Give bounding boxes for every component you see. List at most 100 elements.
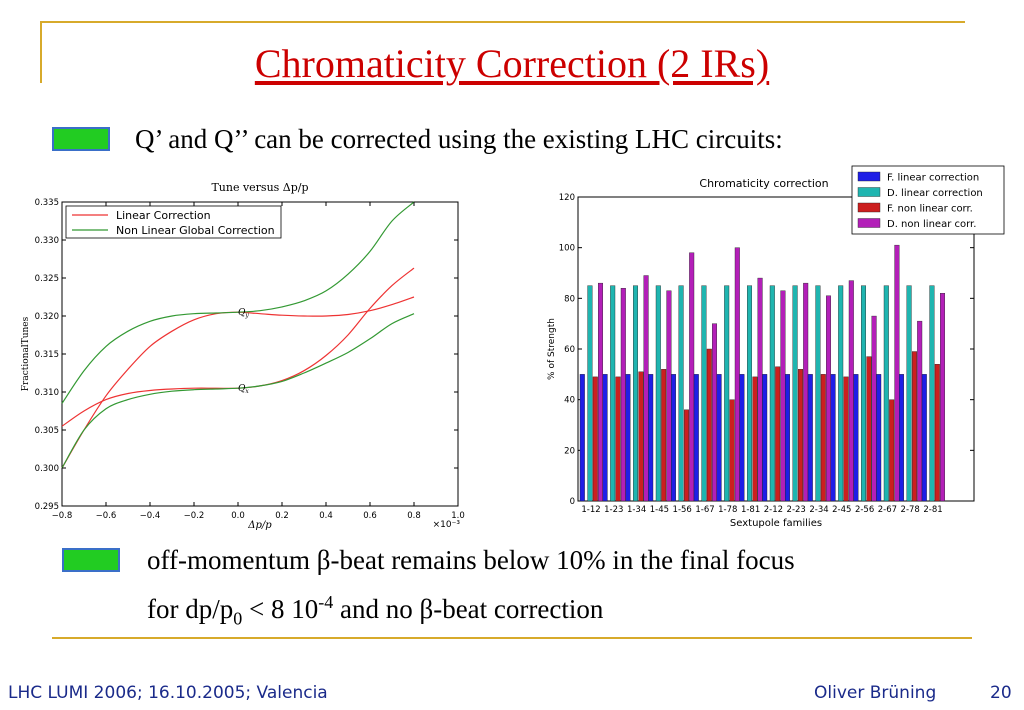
x-tick-label: 0.6	[363, 511, 377, 521]
bar-2-34-s1	[807, 374, 813, 502]
bar-legend-swatch	[857, 218, 881, 228]
bar-2-45-s2	[838, 285, 844, 502]
bar-legend-swatch	[857, 171, 881, 182]
y-tick-label: 0.325	[35, 274, 59, 284]
bar-1-23-s1	[602, 374, 608, 502]
y-tick-label: 0.335	[35, 198, 59, 208]
bar-2-45-s3	[843, 376, 849, 502]
x-tick-label: −0.6	[96, 511, 117, 521]
bar-legend-swatch	[857, 187, 881, 197]
y-tick-label: 0.330	[35, 236, 59, 246]
bar-legend-label: D. linear correction	[887, 188, 983, 199]
tune-chart: Tune versus Δp/p Qy Qx −0.8 −0.6 −0.4 −0.2 0.…	[21, 181, 465, 531]
beta-symbol: β	[316, 545, 331, 575]
bar-1-34-s1	[625, 374, 631, 502]
bar-y-tick-label: 120	[559, 193, 575, 203]
bullet-text-1: Q’ and Q’’ can be corrected using the ex…	[135, 124, 783, 154]
bullet2-text-d: < 8 10	[242, 594, 319, 624]
tune-annotation: Qy	[238, 308, 249, 319]
bar-2-56-s3	[866, 356, 872, 502]
bar-x-tick-label: 1-12	[581, 505, 600, 515]
bar-x-tick-label: 2-12	[764, 505, 783, 515]
y-tick-label: 0.315	[35, 350, 59, 360]
chromaticity-legend: F. linear correction D. linear correction…	[851, 165, 1005, 235]
bar-x-tick-label: 1-81	[741, 505, 760, 515]
bullet2-text-e: and no	[333, 594, 420, 624]
slide-title: Chromaticity Correction (2 IRs)	[254, 41, 770, 86]
beta-symbol-2: β	[419, 594, 434, 624]
bar-1-56-s4	[689, 252, 695, 502]
bar-2-56-s4	[871, 315, 877, 502]
series-line-nonlinear-qx	[61, 313, 415, 469]
bullet-text-2-line2: for dp/p0 < 8 10-4 and no β-beat correct…	[147, 582, 603, 638]
bullet2-text-c: for dp/p	[147, 594, 234, 624]
top-rule	[40, 21, 965, 23]
bar-2-78-s2	[906, 285, 912, 502]
bar-2-23-s3	[798, 369, 804, 502]
bar-2-23-s2	[792, 285, 798, 502]
y-tick-label: 0.295	[35, 502, 59, 512]
bar-1-67-s4	[711, 323, 717, 502]
bar-1-81-s3	[752, 376, 758, 502]
left-rule	[40, 21, 42, 83]
bar-2-81-s2	[929, 285, 935, 502]
chromaticity-chart: Chromaticity correction 020406080100120 …	[547, 165, 1005, 529]
bar-2-12-s3	[775, 366, 781, 502]
bullet-marker-1	[52, 127, 110, 151]
bar-legend-label: F. non linear corr.	[887, 204, 973, 215]
bar-legend-swatch	[857, 202, 881, 213]
bar-1-81-s1	[739, 374, 745, 502]
bottom-rule	[52, 637, 972, 639]
bar-1-12-s2	[587, 285, 593, 502]
bar-1-12-s4	[598, 282, 604, 502]
y-tick-label: 0.320	[35, 312, 59, 322]
legend-label-nonlinear: Non Linear Global Correction	[116, 224, 275, 237]
x-tick-label: −0.4	[140, 511, 161, 521]
bar-1-12-s1	[579, 374, 585, 502]
bar-1-78-s1	[716, 374, 722, 502]
bar-1-45-s2	[655, 285, 661, 502]
bar-2-67-s1	[876, 374, 882, 502]
x-tick-label: 0.8	[407, 511, 421, 521]
bar-y-tick-label: 20	[564, 446, 575, 456]
footer-author: Oliver Brüning	[814, 683, 937, 703]
bar-x-tick-label: 2-67	[878, 505, 897, 515]
bar-1-23-s4	[620, 287, 626, 502]
bar-2-81-s3	[934, 363, 940, 502]
bullet2-text-b: -beat remains below 10% in the final foc…	[330, 545, 795, 575]
bullet2-text-f: -beat correction	[433, 594, 604, 624]
bar-1-45-s1	[648, 374, 654, 502]
bar-y-tick-label: 0	[570, 497, 575, 507]
tune-annotation: Qx	[238, 384, 249, 395]
bar-2-34-s2	[815, 285, 821, 502]
bar-2-12-s1	[762, 374, 768, 502]
bar-x-tick-label: 2-45	[832, 505, 851, 515]
bar-2-81-s4	[940, 293, 946, 502]
bar-1-67-s1	[693, 374, 699, 502]
bar-x-tick-label: 2-81	[923, 505, 942, 515]
bar-2-67-s3	[889, 399, 895, 502]
bar-x-tick-label: 2-56	[855, 505, 874, 515]
bar-2-78-s1	[899, 374, 905, 502]
bar-1-45-s4	[666, 290, 672, 502]
bar-2-81-s1	[921, 374, 927, 502]
chromaticity-ylabel: % of Strength	[547, 318, 557, 380]
bar-x-tick-label: 1-67	[695, 505, 714, 515]
x-tick-label: 1.0	[451, 511, 465, 521]
bar-x-tick-label: 2-23	[787, 505, 806, 515]
bar-1-34-s3	[638, 371, 644, 502]
bar-1-12-s3	[592, 376, 598, 502]
bar-1-34-s4	[643, 275, 649, 502]
bar-2-67-s2	[883, 285, 889, 502]
bar-1-56-s2	[678, 285, 684, 502]
bar-2-23-s1	[784, 374, 790, 502]
bar-y-tick-label: 100	[559, 244, 575, 254]
bullet-text-2: off-momentum β-beat remains below 10% in…	[147, 540, 795, 580]
chromaticity-chart-title: Chromaticity correction	[699, 177, 828, 190]
bar-legend-label: D. non linear corr.	[887, 219, 976, 230]
bar-1-23-s2	[610, 285, 616, 502]
bar-2-45-s1	[830, 374, 836, 502]
bar-1-78-s4	[734, 247, 740, 502]
tune-chart-plot-area	[61, 201, 459, 507]
bar-x-tick-label: 1-34	[627, 505, 646, 515]
